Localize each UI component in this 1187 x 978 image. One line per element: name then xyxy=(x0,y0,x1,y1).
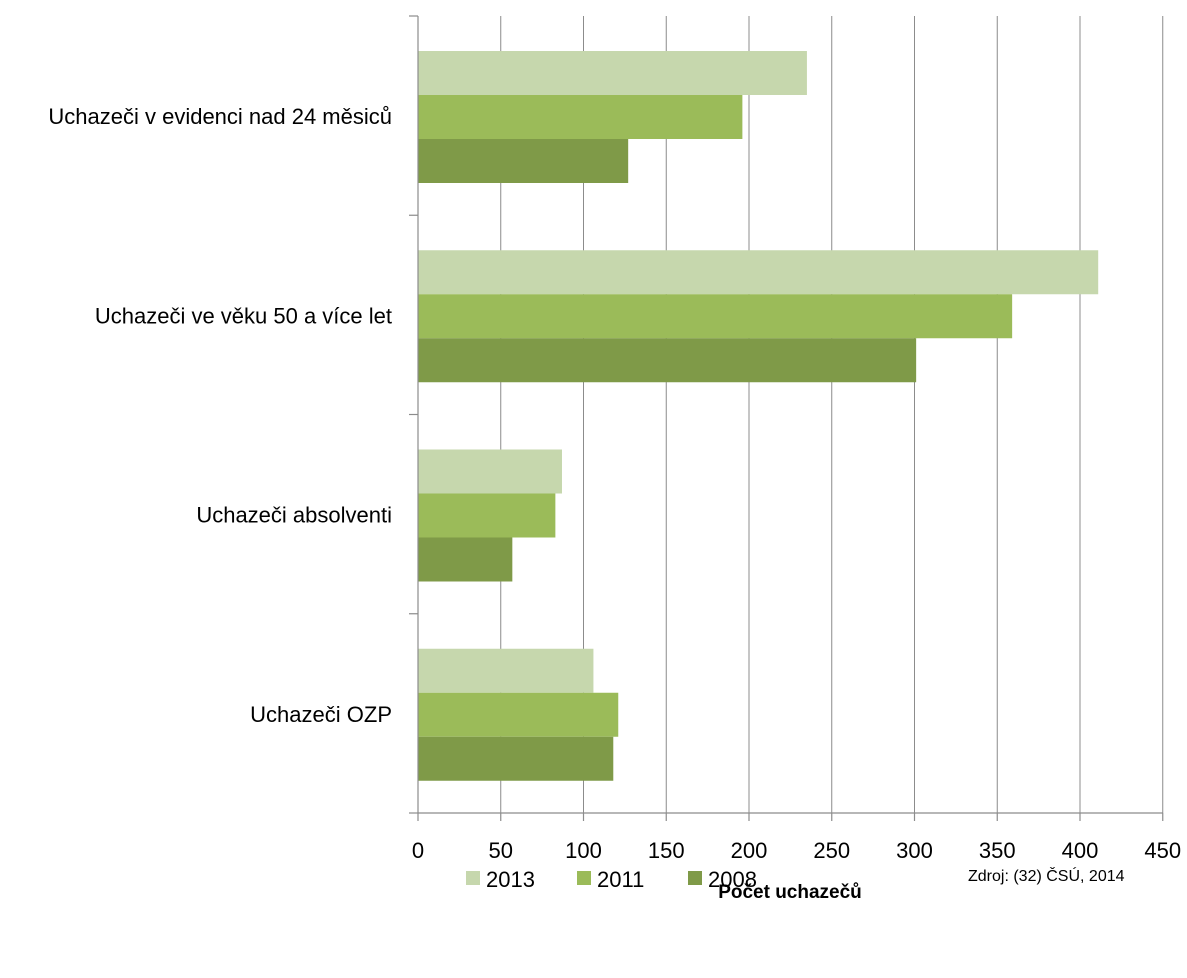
x-tick-label: 50 xyxy=(489,838,513,863)
x-tick-label: 450 xyxy=(1144,838,1181,863)
legend-swatch xyxy=(688,871,702,885)
x-tick-label: 100 xyxy=(565,838,602,863)
legend-swatch xyxy=(466,871,480,885)
x-tick-label: 350 xyxy=(979,838,1016,863)
bar xyxy=(418,493,556,538)
legend-label: 2013 xyxy=(486,867,535,892)
legend-swatch xyxy=(577,871,591,885)
category-label: Uchazeči absolventi xyxy=(196,503,392,528)
bar xyxy=(418,537,513,582)
x-tick-label: 150 xyxy=(648,838,685,863)
source-note: Zdroj: (32) ČSÚ, 2014 xyxy=(968,868,1125,885)
legend: 2013 2011 2008 xyxy=(466,867,757,892)
bar xyxy=(418,449,562,494)
axes xyxy=(409,15,1164,821)
x-axis-title: Počet uchazečů xyxy=(718,882,862,903)
category-label: Uchazeči OZP xyxy=(250,702,392,727)
x-tick-label: 200 xyxy=(731,838,768,863)
bar xyxy=(418,139,629,183)
category-labels: Uchazeči v evidenci nad 24 měsiců Uchazeč… xyxy=(48,104,392,727)
x-tick-label: 400 xyxy=(1062,838,1099,863)
x-tick-label: 300 xyxy=(896,838,933,863)
bar xyxy=(418,95,743,139)
bars xyxy=(418,51,1099,781)
legend-label: 2011 xyxy=(597,867,644,892)
bar xyxy=(418,736,614,781)
bar xyxy=(418,250,1099,295)
bar xyxy=(418,692,619,737)
category-label: Uchazeči ve věku 50 a více let xyxy=(95,303,392,328)
bar xyxy=(418,51,807,95)
legend-label: 2008 xyxy=(708,867,757,892)
bar xyxy=(418,338,917,383)
tick-labels: 0 50 100 150 200 250 300 350 400 450 xyxy=(412,838,1181,863)
x-tick-label: 250 xyxy=(813,838,850,863)
category-label: Uchazeči v evidenci nad 24 měsiců xyxy=(48,104,392,129)
bar xyxy=(418,648,594,693)
x-tick-label: 0 xyxy=(412,838,424,863)
bar xyxy=(418,294,1013,339)
